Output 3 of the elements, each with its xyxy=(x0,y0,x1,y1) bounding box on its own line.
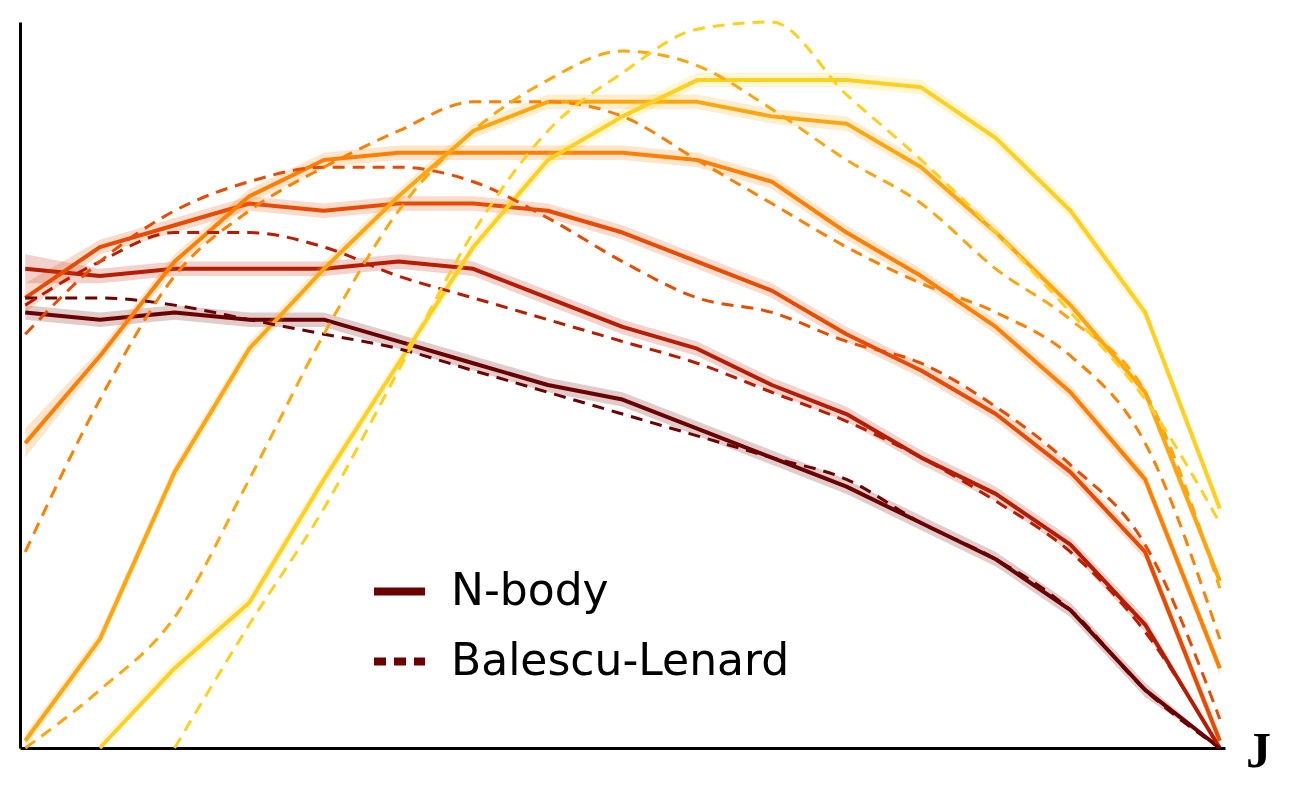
x-axis-title: J xyxy=(1246,721,1271,778)
legend-label: N-body xyxy=(451,563,609,615)
legend-label: Balescu-Lenard xyxy=(451,633,790,685)
